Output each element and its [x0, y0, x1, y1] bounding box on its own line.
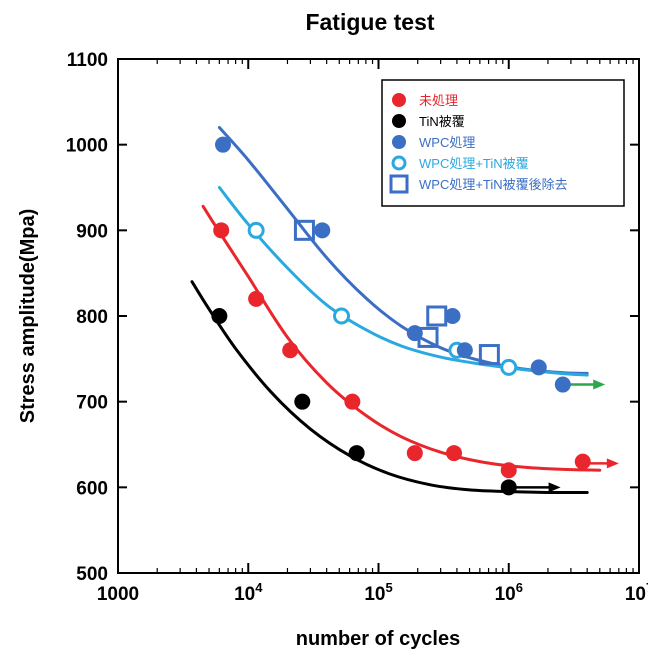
x-tick-label: 1000: [97, 584, 139, 605]
data-point-series-4: [426, 305, 448, 327]
data-point-series-0: [282, 342, 299, 359]
x-tick-label: 107: [625, 580, 648, 605]
legend-marker: [392, 135, 406, 149]
data-point-series-1: [348, 445, 365, 462]
y-tick-label: 1100: [67, 50, 108, 71]
x-axis: 1000104105106107: [97, 59, 648, 605]
data-point-series-0: [500, 462, 517, 479]
legend-label: 未処理: [419, 93, 458, 108]
legend-marker: [392, 93, 406, 107]
x-tick-label: 104: [234, 580, 263, 605]
data-point-series-0: [406, 445, 423, 462]
x-tick-base: 1000: [97, 584, 139, 605]
fit-curve-series-0: [201, 204, 602, 472]
data-point-series-1: [500, 479, 517, 496]
data-point-series-4: [293, 219, 315, 241]
y-tick-label: 600: [76, 478, 108, 499]
legend-marker: [389, 174, 409, 194]
chart-title: Fatigue test: [305, 9, 434, 35]
legend-label: WPC処理: [419, 135, 475, 150]
data-point-series-0: [344, 393, 361, 410]
x-tick-exponent: 4: [255, 580, 263, 595]
data-point-series-1: [211, 308, 228, 324]
fit-curve-series-3: [217, 186, 589, 377]
data-point-series-2: [215, 136, 232, 153]
runout-arrow-head: [606, 458, 619, 469]
data-point-series-4: [478, 344, 500, 366]
data-point-series-0: [213, 222, 230, 239]
x-tick-label: 106: [495, 580, 523, 605]
runout-arrow-head: [548, 482, 561, 493]
legend: 未処理 TiN被覆 WPC処理 WPC処理+TiN被覆 WPC処理+TiN被覆後除去: [381, 79, 625, 207]
data-point-series-3: [247, 221, 265, 239]
legend-box: [381, 79, 625, 207]
data-point-series-0: [248, 290, 265, 307]
runout-arrow-head: [593, 379, 606, 390]
data-point-series-2: [530, 359, 547, 376]
y-tick-label: 1000: [66, 136, 108, 157]
legend-label: TiN被覆: [419, 114, 465, 129]
y-axis: 500 600 700 800 900 1000 1100: [66, 50, 639, 585]
data-point-series-2: [554, 376, 571, 393]
data-point-series-0: [446, 445, 463, 462]
x-tick-exponent: 7: [646, 580, 648, 595]
data-point-series-3: [333, 307, 351, 325]
y-tick-label: 500: [76, 564, 108, 585]
y-tick-label: 900: [76, 221, 108, 242]
data-point-series-2: [406, 325, 423, 342]
x-tick-base: 10: [364, 584, 385, 605]
legend-label: WPC処理+TiN被覆後除去: [419, 177, 568, 192]
x-tick-exponent: 6: [516, 580, 523, 595]
data-point-series-1: [294, 393, 311, 410]
legend-marker: [392, 114, 406, 128]
data-point-series-3: [500, 358, 518, 376]
runout-arrows: [511, 379, 619, 493]
x-tick-base: 10: [234, 584, 255, 605]
y-axis-label: Stress amplitude(Mpa): [17, 209, 39, 423]
data-point-series-0: [574, 453, 591, 470]
data-points: [211, 136, 591, 496]
x-tick-exponent: 5: [385, 580, 392, 595]
y-tick-label: 800: [76, 307, 108, 328]
x-tick-base: 10: [495, 584, 516, 605]
x-tick-label: 105: [364, 580, 392, 605]
x-tick-base: 10: [625, 584, 646, 605]
legend-marker: [391, 155, 407, 171]
data-point-series-2: [444, 308, 461, 324]
legend-label: WPC処理+TiN被覆: [419, 156, 529, 171]
data-point-series-2: [314, 222, 331, 239]
data-point-series-2: [456, 342, 473, 359]
x-axis-label: number of cycles: [296, 628, 461, 650]
y-tick-label: 700: [76, 393, 108, 414]
fit-curve-series-1: [190, 280, 589, 495]
